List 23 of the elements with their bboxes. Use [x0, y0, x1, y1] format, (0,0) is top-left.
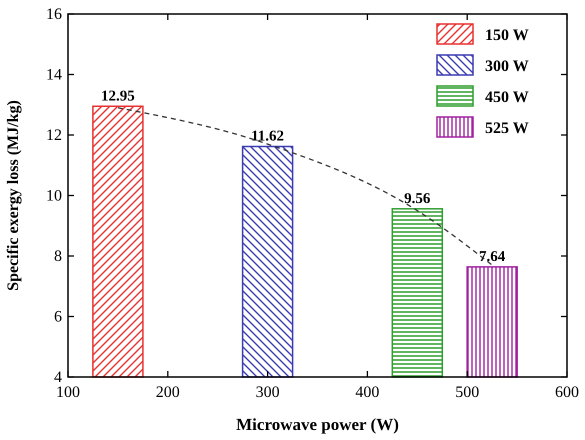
legend-label: 525 W: [485, 120, 529, 137]
legend-label: 300 W: [485, 58, 529, 75]
x-tick-label: 600: [555, 384, 579, 401]
x-tick-label: 200: [156, 384, 180, 401]
x-axis-title: Microwave power (W): [236, 415, 399, 434]
y-tick-label: 4: [54, 369, 62, 386]
data-label: 11.62: [251, 128, 284, 144]
data-label: 9.56: [404, 190, 431, 207]
y-tick-label: 6: [54, 308, 62, 326]
x-tick-label: 100: [56, 384, 80, 401]
legend-label: 150 W: [485, 27, 529, 44]
x-tick-label: 300: [256, 384, 280, 401]
y-tick-label: 10: [46, 188, 62, 204]
legend-label: 450 W: [485, 89, 529, 106]
data-label: 7.64: [479, 248, 506, 265]
y-tick-label: 12: [46, 127, 62, 144]
y-tick-label: 8: [54, 248, 62, 265]
x-tick-label: 500: [455, 384, 480, 401]
data-label: 12.95: [101, 88, 135, 104]
y-axis-title: Specific exergy loss (MJ/kg): [5, 100, 22, 291]
x-tick-label: 400: [355, 384, 380, 401]
y-tick-label: 14: [46, 66, 62, 84]
y-tick-label: 16: [46, 6, 62, 23]
